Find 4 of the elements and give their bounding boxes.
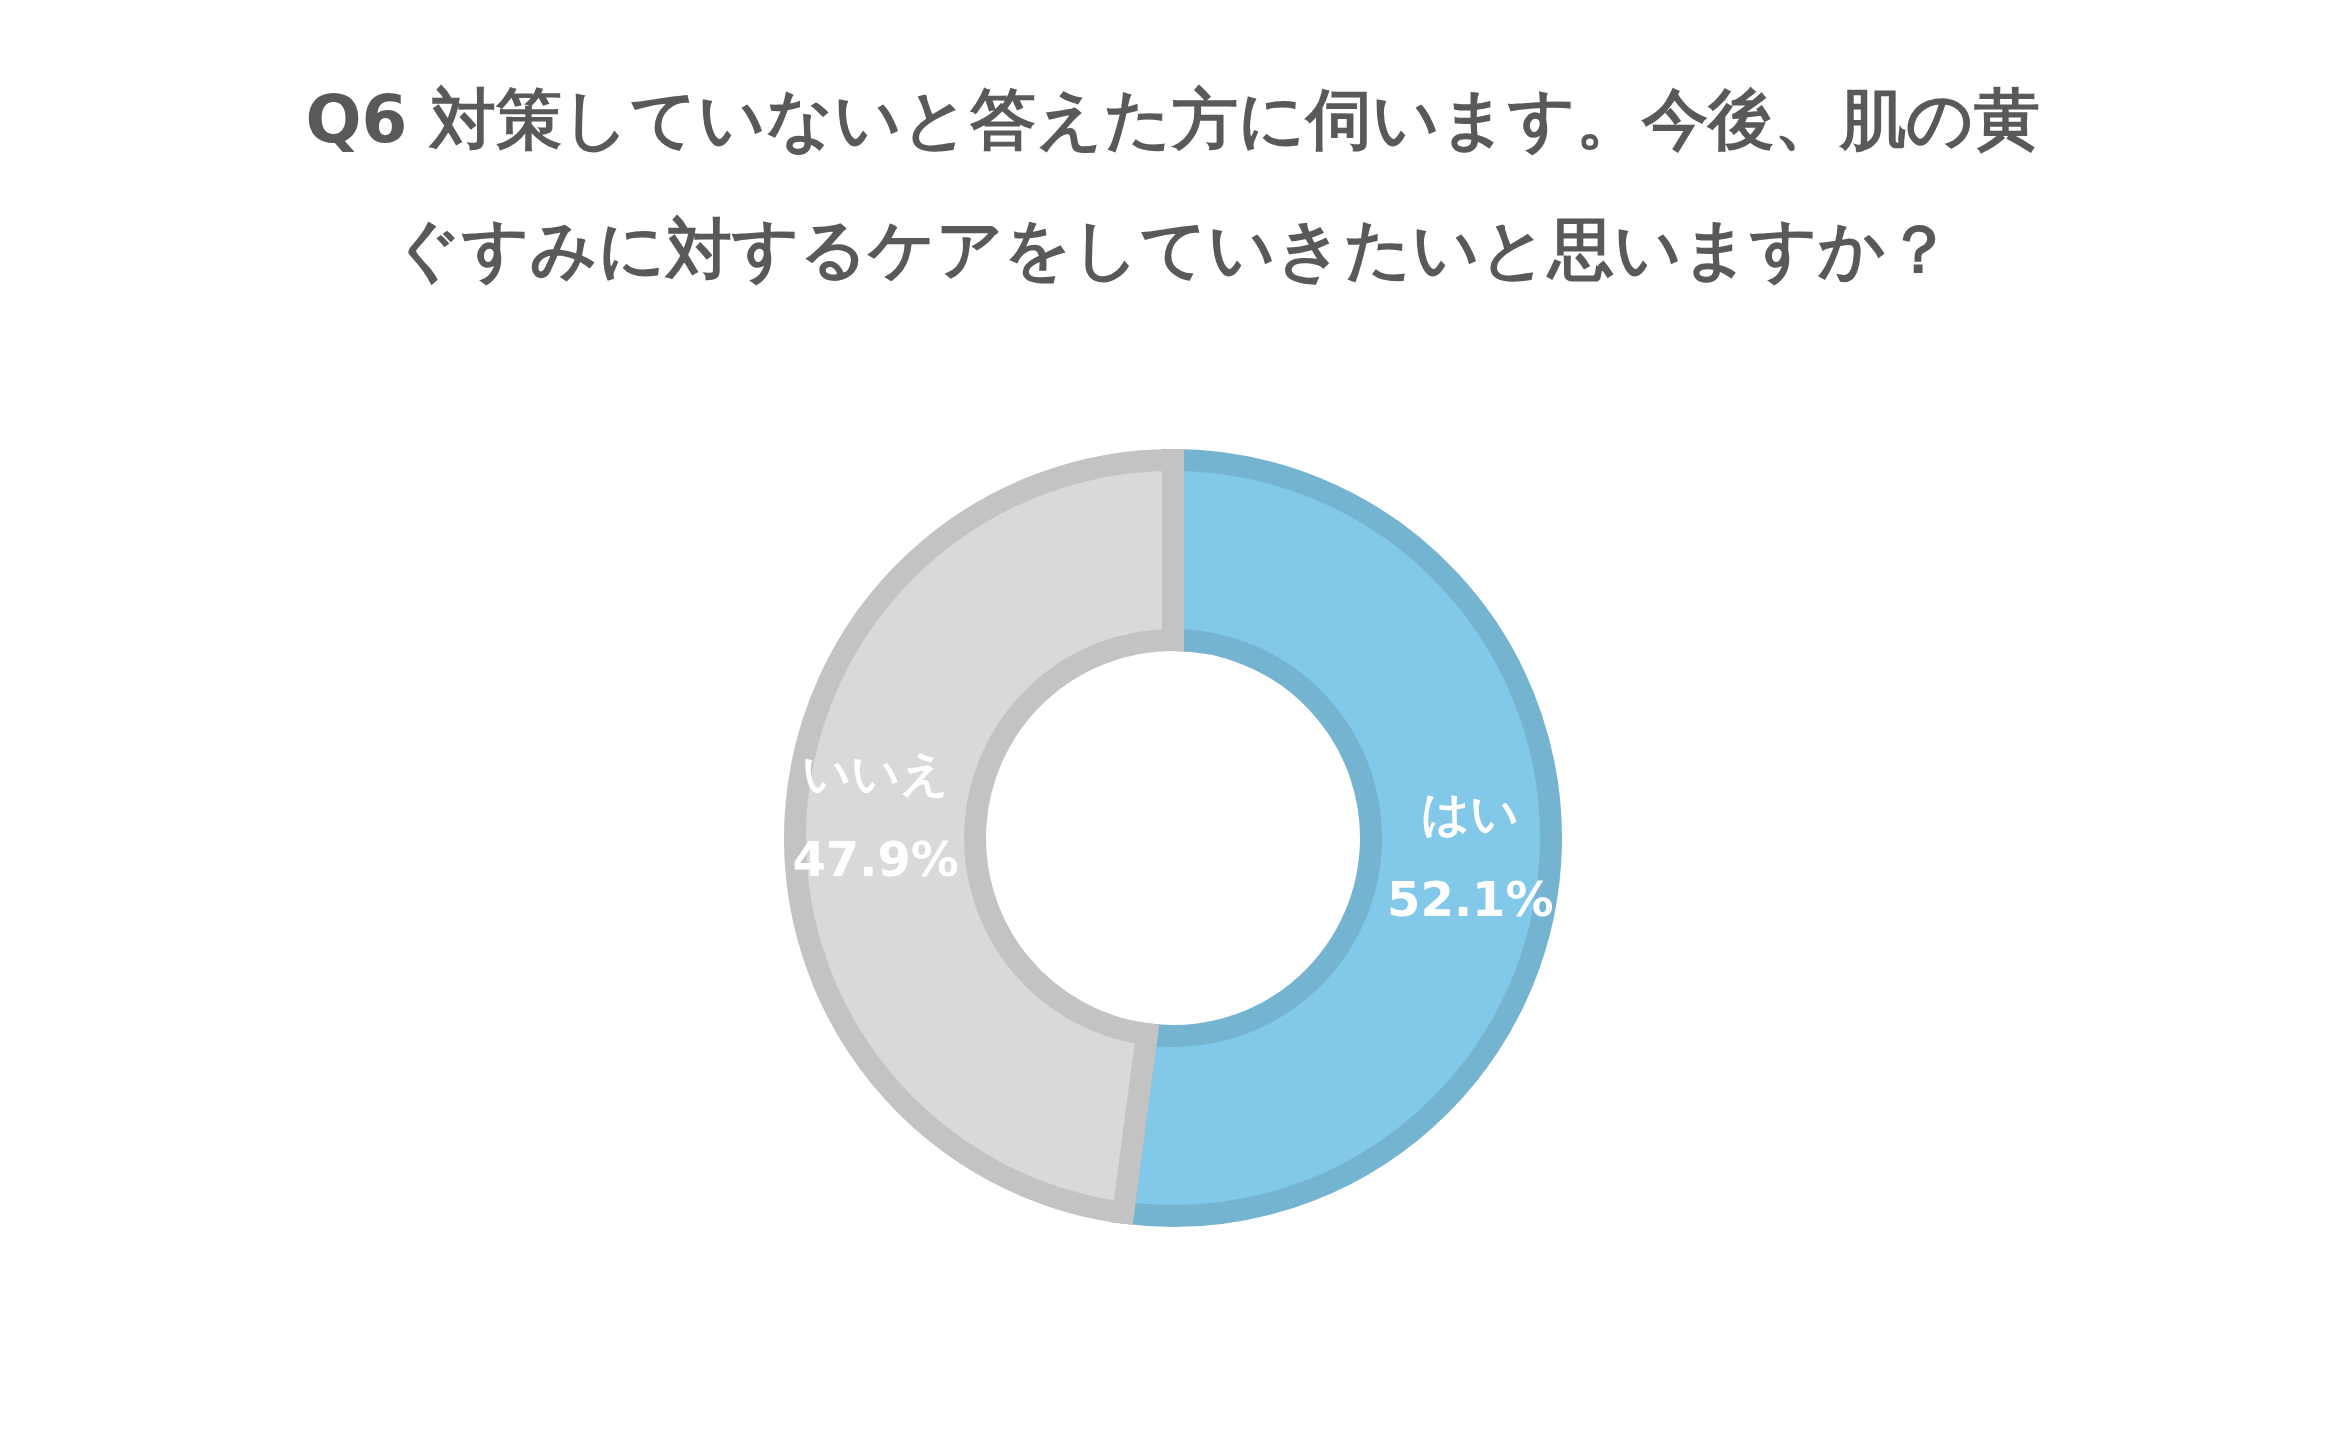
slice-label: はい — [1421, 784, 1520, 841]
data-label: 52.1% — [1387, 870, 1554, 927]
data-label: 47.9% — [792, 831, 959, 888]
chart-title: Q6 対策していないと答えた方に伺います。今後、肌の黄ぐすみに対するケアをしていきたいと思いますか？ — [304, 80, 2042, 290]
